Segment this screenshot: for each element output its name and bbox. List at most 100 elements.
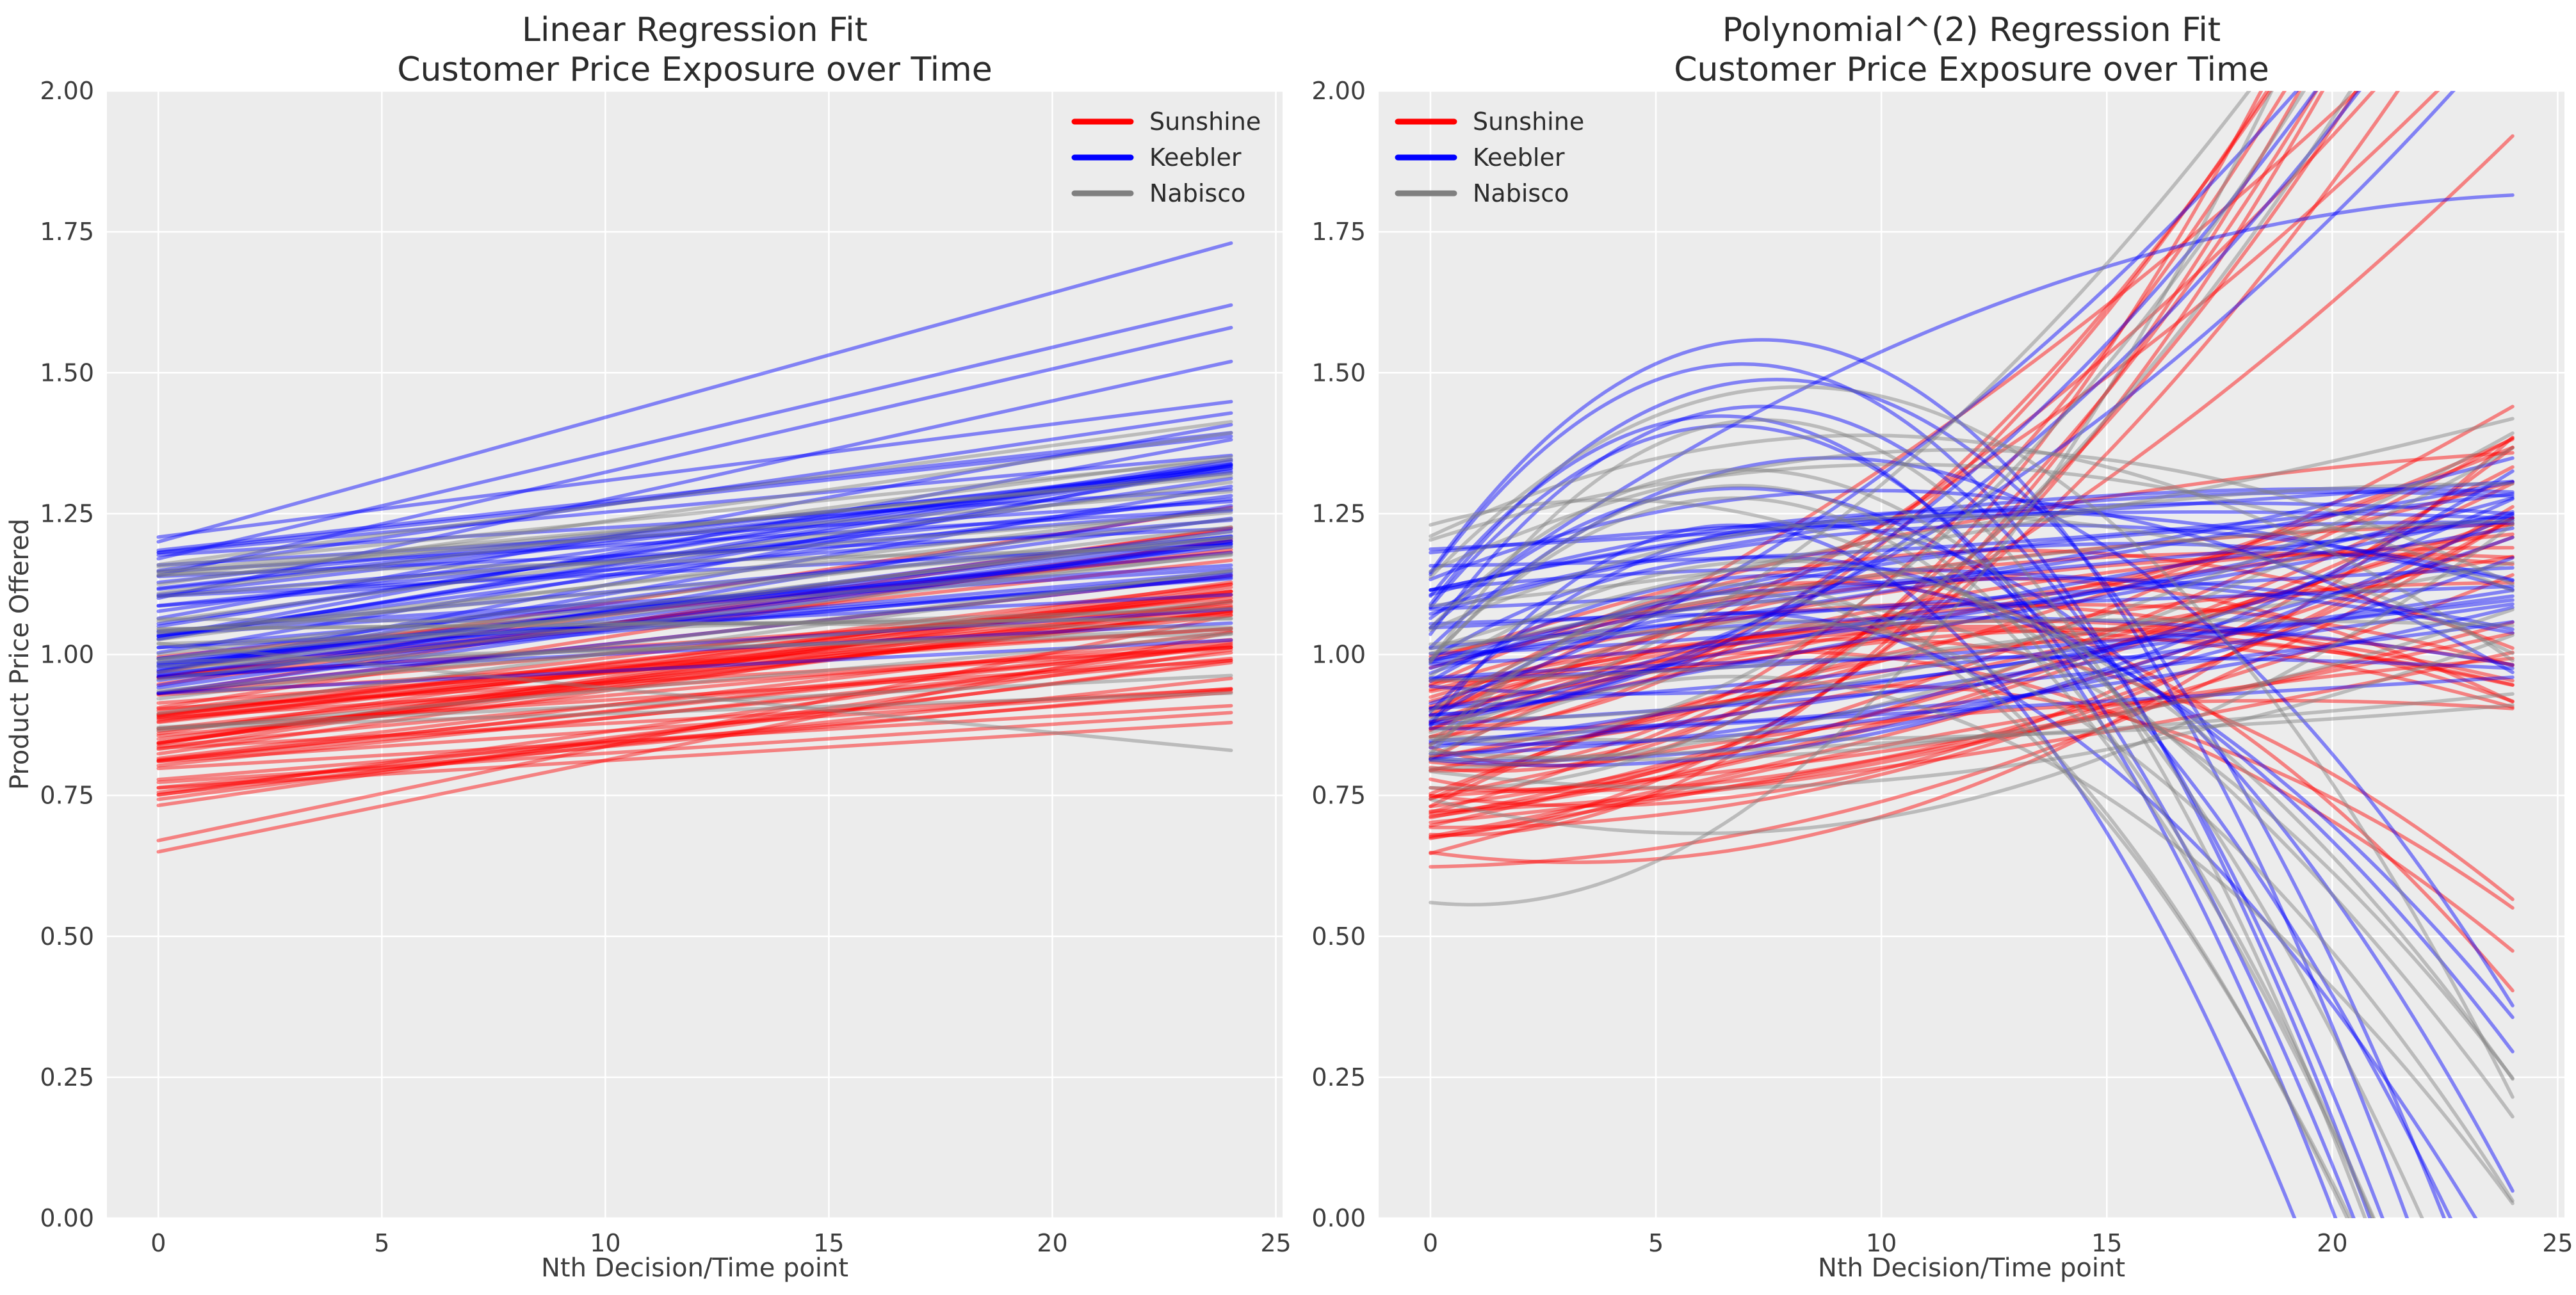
- x-tick-label: 25: [1260, 1229, 1291, 1257]
- series-line-keebler: [1429, 487, 2515, 592]
- y-tick-labels: 0.00 0.25 0.50 0.75 1.00 1.25 1.50 1.75 2.00: [40, 77, 94, 1232]
- series-line-sunshine: [1429, 451, 2515, 663]
- series-line-sunshine: [156, 592, 1233, 718]
- series-line-sunshine: [156, 590, 1233, 745]
- series-line-sunshine: [156, 690, 1233, 782]
- y-tick-label: 0.25: [40, 1063, 94, 1091]
- series-line-sunshine: [1429, 627, 2515, 739]
- series-line-sunshine: [156, 593, 1233, 723]
- series-line-sunshine: [156, 721, 1233, 790]
- series-line-keebler: [156, 536, 1233, 668]
- series-line-sunshine: [156, 585, 1233, 752]
- series-line-nabisco: [1429, 467, 2424, 1218]
- series-line-keebler: [156, 593, 1233, 650]
- series-line-sunshine: [156, 656, 1233, 763]
- y-tick-label: 1.00: [1311, 641, 1366, 669]
- series-line-nabisco: [156, 511, 1233, 599]
- series-line-keebler: [1429, 523, 2515, 1193]
- series-line-sunshine: [1429, 637, 2515, 901]
- y-tick-label: 2.00: [40, 77, 94, 105]
- series-line-keebler: [1429, 535, 2515, 696]
- series-line-keebler: [1429, 616, 2515, 667]
- y-tick-label: 0.75: [40, 782, 94, 810]
- series-line-keebler: [156, 494, 1233, 638]
- series-line-nabisco: [1429, 618, 2515, 647]
- series-line-sunshine: [156, 599, 1233, 745]
- series-line-sunshine: [1429, 516, 2515, 869]
- x-axis-label: Nth Decision/Time point: [1818, 1253, 2125, 1283]
- series-line-keebler: [156, 567, 1233, 636]
- series-line-sunshine: [156, 643, 1233, 762]
- series-line-keebler: [156, 476, 1233, 638]
- series-line-keebler: [1429, 362, 2372, 1218]
- series-line-nabisco: [156, 616, 1233, 631]
- series-line-keebler: [156, 453, 1233, 555]
- series-line-sunshine: [156, 609, 1233, 741]
- series-line-keebler: [1429, 655, 2515, 680]
- series-line-keebler: [1429, 487, 2453, 1218]
- series-line-nabisco: [156, 552, 1233, 681]
- series-line-keebler: [1429, 193, 2515, 620]
- series-line-sunshine: [156, 687, 1233, 750]
- y-tick-label: 1.50: [1311, 358, 1366, 387]
- series-line-sunshine: [156, 604, 1233, 680]
- series-line-sunshine: [1429, 465, 2515, 816]
- x-axis-label: Nth Decision/Time point: [541, 1253, 848, 1283]
- series-line-sunshine: [1429, 91, 2376, 724]
- series-line-nabisco: [1429, 561, 2515, 682]
- series-line-keebler: [1429, 509, 2515, 597]
- x-tick-label: 0: [1423, 1229, 1438, 1257]
- panel-title-line1: Polynomial^(2) Regression Fit: [1722, 11, 2221, 49]
- series-line-sunshine: [1429, 516, 2515, 828]
- series-line-sunshine: [1429, 91, 2272, 739]
- series-line-keebler: [156, 539, 1233, 677]
- series-line-keebler: [156, 504, 1233, 688]
- series-line-sunshine: [1429, 91, 2302, 837]
- series-line-keebler: [1429, 488, 2515, 675]
- series-line-keebler: [1429, 497, 2515, 756]
- series-line-keebler: [156, 434, 1233, 554]
- series-line-sunshine: [1429, 554, 2515, 760]
- series-line-keebler: [156, 607, 1233, 679]
- series-line-sunshine: [156, 659, 1233, 730]
- series-line-keebler: [156, 574, 1233, 696]
- series-line-sunshine: [156, 539, 1233, 686]
- series-line-keebler: [1429, 405, 2385, 1218]
- series-line-nabisco: [1429, 599, 2515, 1080]
- y-tick-labels: 0.00 0.25 0.50 0.75 1.00 1.25 1.50 1.75 2.00: [1311, 77, 1366, 1232]
- series-line-keebler: [156, 497, 1233, 607]
- series-line-sunshine: [156, 704, 1233, 771]
- series-line-sunshine: [156, 611, 1233, 731]
- series-line-sunshine: [156, 630, 1233, 854]
- series-line-sunshine: [1429, 631, 2515, 841]
- series-line-keebler: [156, 543, 1233, 599]
- series-line-keebler: [156, 563, 1233, 633]
- series-line-keebler: [1429, 675, 2515, 743]
- series-line-sunshine: [1429, 436, 2515, 808]
- series-line-keebler: [156, 540, 1233, 690]
- series-line-sunshine: [1429, 446, 2515, 808]
- series-line-nabisco: [156, 606, 1233, 646]
- series-line-keebler: [156, 499, 1233, 567]
- series-line-nabisco: [156, 420, 1233, 567]
- series-line-sunshine: [1429, 535, 2515, 839]
- panel-polynomial-fit: 0 5 10 15 20 25 0.00 0.25 0.50 0.75 1.00 1.25 1.50 1…: [1311, 11, 2573, 1283]
- y-tick-label: 0.50: [40, 922, 94, 951]
- series-line-nabisco: [1429, 559, 2515, 1081]
- series-line-keebler: [156, 551, 1233, 650]
- series-line-keebler: [1429, 526, 2515, 726]
- series-line-keebler: [1429, 378, 2446, 1218]
- series-line-nabisco: [156, 530, 1233, 674]
- series-line-sunshine: [1429, 552, 2515, 699]
- series-line-keebler: [156, 241, 1233, 544]
- y-tick-label: 0.25: [1311, 1063, 1366, 1091]
- legend-label: Sunshine: [1149, 108, 1261, 136]
- x-tick-labels: 0 5 10 15 20 25: [1423, 1229, 2573, 1257]
- series-line-nabisco: [156, 517, 1233, 635]
- series-line-keebler: [1429, 576, 2515, 670]
- series-line-keebler: [1429, 510, 2515, 656]
- series-line-keebler: [1429, 566, 2515, 650]
- series-line-keebler: [156, 422, 1233, 620]
- series-line-sunshine: [1429, 435, 2515, 864]
